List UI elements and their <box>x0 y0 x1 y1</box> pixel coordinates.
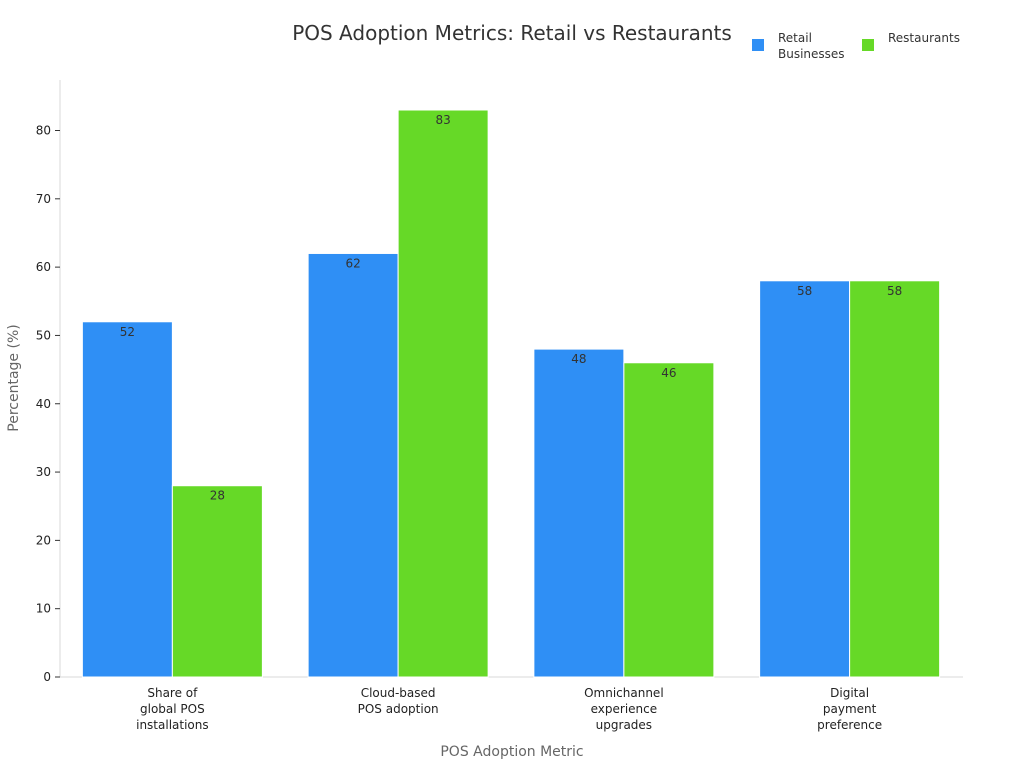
label-line: upgrades <box>596 718 652 732</box>
bar <box>849 280 941 678</box>
data-label: 46 <box>661 366 676 380</box>
label-line: experience <box>591 702 658 716</box>
bar <box>397 109 489 678</box>
bar <box>171 485 263 678</box>
legend-swatch <box>752 39 764 51</box>
bar <box>533 348 625 678</box>
legend-item: Retail Businesses <box>752 31 845 61</box>
label-line: Omnichannel <box>584 686 664 700</box>
legend-swatch <box>862 39 874 51</box>
y-tick-label: 70 <box>36 192 51 206</box>
x-axis-title: POS Adoption Metric <box>440 744 583 760</box>
data-label: 62 <box>345 256 360 270</box>
y-axis: 0 10 20 30 40 50 60 70 80 <box>36 80 61 684</box>
label-line: POS adoption <box>358 702 439 716</box>
label-line: Digital <box>830 686 869 700</box>
x-tick-label: Cloud-based POS adoption <box>358 686 439 716</box>
label-line: payment <box>823 702 877 716</box>
data-label: 48 <box>571 352 586 366</box>
y-tick-label: 80 <box>36 124 51 138</box>
label-line: Cloud-based <box>361 686 436 700</box>
data-label: 83 <box>435 113 450 127</box>
label-line: Retail <box>778 31 812 45</box>
label-line: preference <box>817 718 882 732</box>
x-tick-label: Omnichannel experience upgrades <box>584 686 664 732</box>
data-label: 58 <box>887 284 902 298</box>
chart-title: POS Adoption Metrics: Retail vs Restaura… <box>292 21 732 45</box>
y-tick-label: 30 <box>36 465 51 479</box>
x-tick-label: Share of global POS installations <box>136 686 209 732</box>
y-tick-label: 20 <box>36 533 51 547</box>
bar <box>307 252 399 678</box>
x-axis: Share of global POS installations Cloud-bas… <box>60 676 963 732</box>
legend-item: Restaurants <box>862 31 960 51</box>
y-tick-label: 0 <box>43 670 51 684</box>
bar <box>759 280 851 678</box>
y-axis-title: Percentage (%) <box>6 324 22 431</box>
y-tick-label: 40 <box>36 397 51 411</box>
y-tick-label: 60 <box>36 260 51 274</box>
y-tick-label: 10 <box>36 602 51 616</box>
legend-label: Restaurants <box>888 31 960 45</box>
label-line: installations <box>136 718 209 732</box>
label-line: global POS <box>140 702 205 716</box>
data-label: 52 <box>120 325 135 339</box>
bar <box>623 362 715 678</box>
label-line: Restaurants <box>888 31 960 45</box>
bars <box>81 109 941 678</box>
y-tick-label: 50 <box>36 328 51 342</box>
data-label: 58 <box>797 284 812 298</box>
data-label: 28 <box>210 489 225 503</box>
legend-label: Retail Businesses <box>778 31 845 61</box>
label-line: Share of <box>147 686 198 700</box>
label-line: Businesses <box>778 47 845 61</box>
data-labels: 52 28 62 83 48 46 58 58 <box>120 113 903 503</box>
x-tick-label: Digital payment preference <box>817 686 882 732</box>
bar <box>81 321 173 678</box>
chart-legend: Retail Businesses Restaurants <box>752 31 960 61</box>
